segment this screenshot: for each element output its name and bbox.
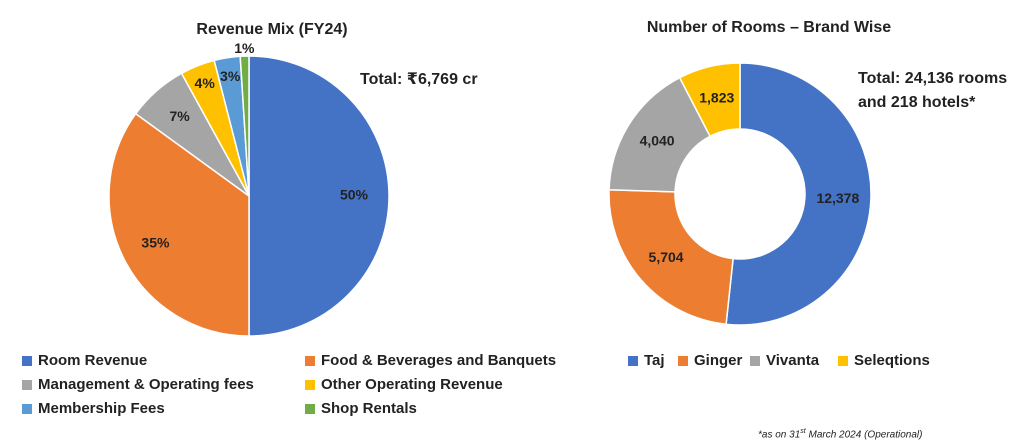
legend-swatch (22, 380, 32, 390)
donut-segment (608, 188, 734, 326)
pie-slice (248, 55, 390, 337)
legend-label: Membership Fees (38, 400, 165, 417)
footnote-text: *as on 31 (758, 429, 801, 441)
pie-slice (239, 55, 250, 197)
data-label: 4,040 (640, 132, 675, 148)
legend-swatch (750, 356, 760, 366)
legend-label: Vivanta (766, 352, 820, 369)
data-label: 7% (169, 108, 190, 124)
legend-label: Shop Rentals (321, 400, 417, 417)
legend-label: Ginger (694, 352, 743, 369)
data-label: 50% (340, 187, 369, 203)
annotation: Total: ₹6,769 cr (360, 71, 478, 88)
data-label: 3% (220, 68, 241, 84)
legend-label: Seleqtions (854, 352, 930, 369)
data-label: 35% (141, 234, 170, 250)
legend-swatch (22, 356, 32, 366)
data-label: 5,704 (649, 249, 684, 265)
chart-title: Number of Rooms – Brand Wise (647, 19, 891, 36)
data-label: 4% (195, 75, 216, 91)
legend-swatch (838, 356, 848, 366)
legend-label: Taj (644, 352, 665, 369)
legend-label: Room Revenue (38, 352, 147, 369)
footnote-text: March 2024 (Operational) (808, 429, 923, 441)
data-label: 1,823 (699, 89, 734, 105)
footnote: *as on 31st March 2024 (Operational) (758, 428, 922, 440)
legend-label: Other Operating Revenue (321, 376, 503, 393)
data-label: 1% (234, 40, 255, 56)
footnote-sup: st (800, 428, 806, 435)
legend-swatch (22, 404, 32, 414)
annotation: and 218 hotels* (858, 94, 976, 111)
donut-segment (725, 62, 872, 326)
donut-segment (678, 62, 741, 138)
data-label: 12,378 (816, 190, 859, 206)
legend-swatch (628, 356, 638, 366)
legend-label: Food & Beverages and Banquets (321, 352, 556, 369)
legend-swatch (305, 404, 315, 414)
legend-swatch (678, 356, 688, 366)
legend-swatch (305, 356, 315, 366)
pie-slice (108, 112, 250, 337)
legend-swatch (305, 380, 315, 390)
chart-title: Revenue Mix (FY24) (196, 21, 347, 38)
annotation: Total: 24,136 rooms (858, 70, 1007, 87)
legend-label: Management & Operating fees (38, 376, 254, 393)
